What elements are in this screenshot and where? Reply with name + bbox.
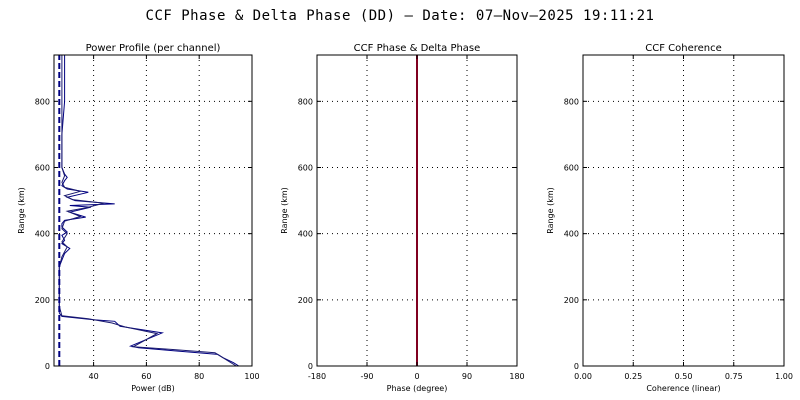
panel1-y-tick-label: 800	[35, 97, 50, 106]
panel1-x-tick-label: 80	[194, 372, 204, 381]
panel3-x-tick-label: 0.75	[725, 372, 743, 381]
panel3-y-tick-label: 400	[564, 230, 579, 239]
panel2-y-tick-label: 600	[298, 163, 313, 172]
panel3-y-axis-label: Range (km)	[546, 187, 555, 234]
panel1-series-1	[58, 55, 240, 367]
panel2-title: CCF Phase & Delta Phase	[354, 43, 481, 54]
panel2-y-axis-label: Range (km)	[280, 187, 289, 234]
panel2-y-tick-label: 200	[298, 296, 313, 305]
panel2-x-tick-label: -90	[360, 372, 373, 381]
panel1-y-tick-label: 400	[35, 230, 50, 239]
panel3-y-tick-label: 0	[574, 362, 579, 371]
panel3-x-tick-label: 0.50	[675, 372, 693, 381]
panel3-y-tick-label: 600	[564, 163, 579, 172]
panel3-x-axis-label: Coherence (linear)	[646, 384, 720, 393]
panel2-x-tick-label: 0	[414, 372, 419, 381]
panel2-x-tick-label: -180	[308, 372, 326, 381]
panel2-y-tick-label: 0	[308, 362, 313, 371]
panel2-y-tick-label: 800	[298, 97, 313, 106]
panel3-x-tick-label: 0.00	[574, 372, 592, 381]
panel1-y-axis-label: Range (km)	[17, 187, 26, 234]
panel3-y-tick-label: 200	[564, 296, 579, 305]
main-title: CCF Phase & Delta Phase (DD) — Date: 07—…	[145, 8, 655, 24]
panel3-x-tick-label: 0.25	[624, 372, 642, 381]
panel2-x-axis-label: Phase (degree)	[387, 384, 448, 393]
panel1-title: Power Profile (per channel)	[86, 43, 221, 54]
panel1-y-tick-label: 200	[35, 296, 50, 305]
panel2-y-tick-label: 400	[298, 230, 313, 239]
panel1-frame	[53, 54, 253, 367]
panel1-x-tick-label: 60	[141, 372, 151, 381]
panel1-x-tick-label: 40	[89, 372, 99, 381]
panel3-x-tick-label: 1.00	[775, 372, 793, 381]
panel3-title: CCF Coherence	[645, 43, 722, 54]
panel1-x-axis-label: Power (dB)	[131, 384, 175, 393]
panel2-x-tick-label: 180	[509, 372, 524, 381]
panel1-y-tick-label: 600	[35, 163, 50, 172]
panel1-series-2	[58, 55, 237, 367]
panel2-x-tick-label: 90	[462, 372, 472, 381]
panel1-y-tick-label: 0	[45, 362, 50, 371]
panel1-x-tick-label: 100	[244, 372, 259, 381]
panel3-y-tick-label: 800	[564, 97, 579, 106]
